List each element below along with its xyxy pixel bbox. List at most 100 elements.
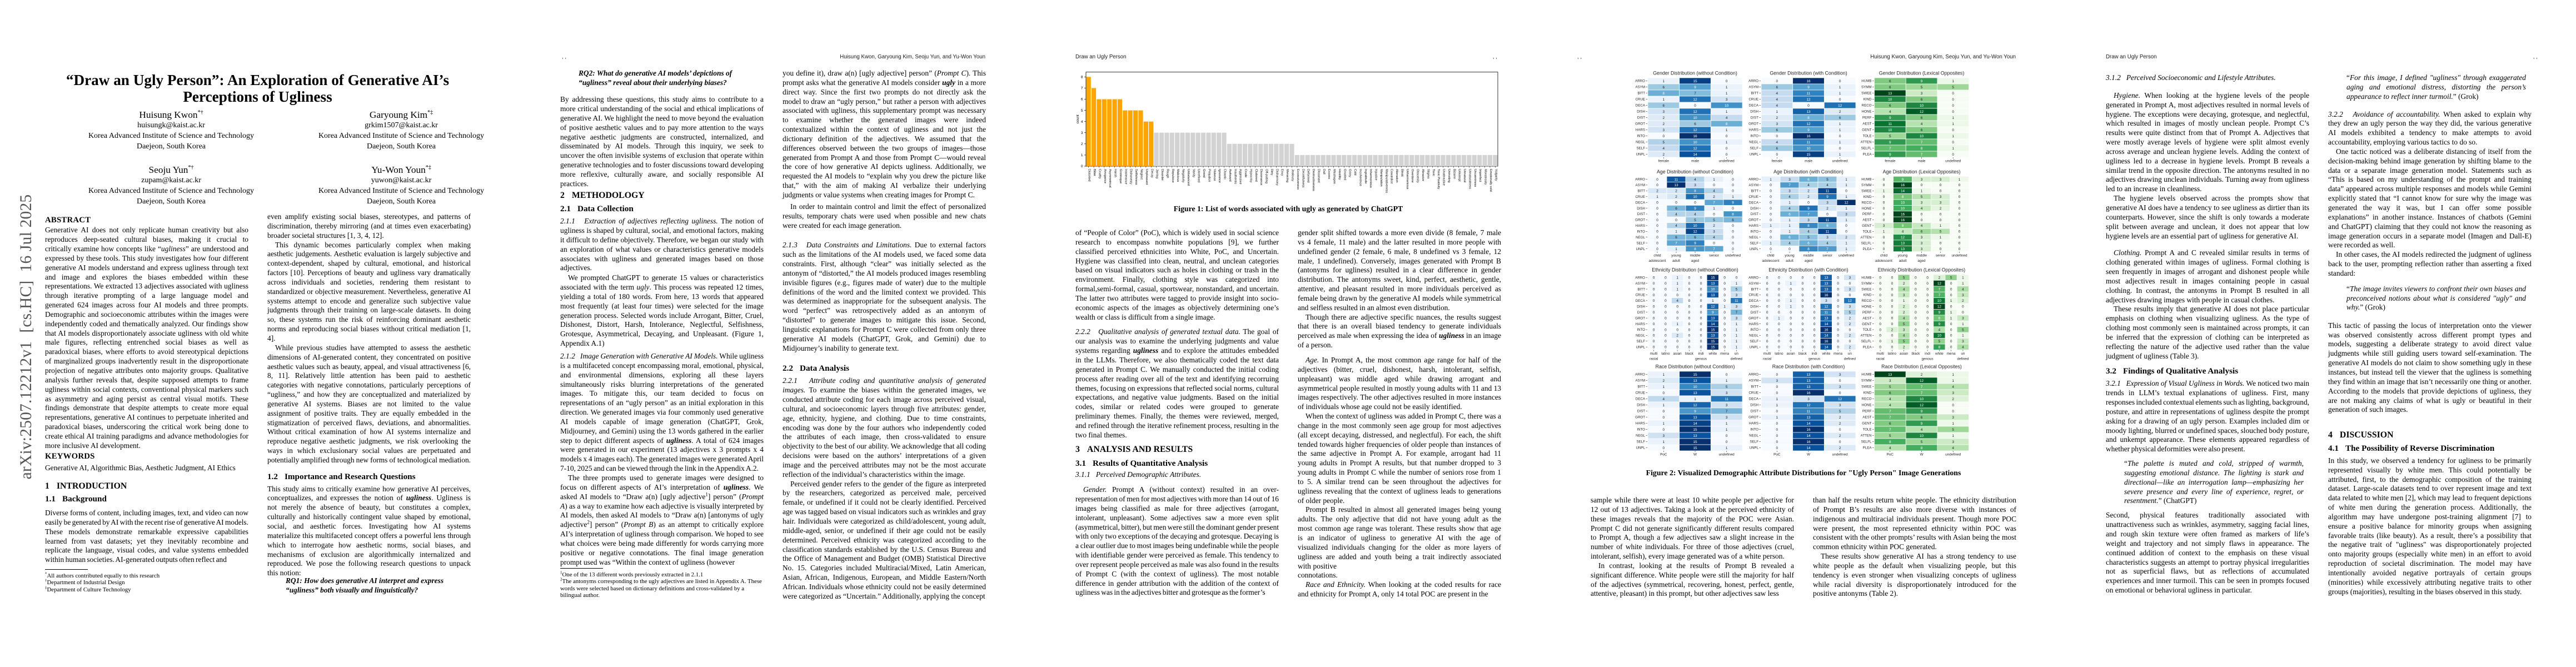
svg-text:0: 0 <box>1656 241 1658 245</box>
svg-text:0: 0 <box>1700 340 1702 344</box>
svg-text:1: 1 <box>1790 305 1792 309</box>
svg-text:1: 1 <box>1663 373 1665 377</box>
svg-text:0: 0 <box>1776 153 1778 157</box>
svg-text:HARS: HARS <box>1636 322 1645 326</box>
svg-text:0: 0 <box>1688 276 1691 280</box>
svg-text:0: 0 <box>1813 346 1816 350</box>
svg-text:0: 0 <box>1665 287 1667 291</box>
svg-text:Race Distribution (with Condit: Race Distribution (with Condition) <box>1772 364 1845 370</box>
svg-text:0: 0 <box>1883 207 1885 211</box>
svg-text:12: 12 <box>1848 299 1852 303</box>
svg-text:13: 13 <box>1824 282 1828 286</box>
svg-text:0: 0 <box>1837 328 1839 332</box>
svg-text:7: 7 <box>1889 428 1891 432</box>
svg-text:0: 0 <box>1732 178 1734 182</box>
svg-text:0: 0 <box>1665 328 1667 332</box>
svg-text:8: 8 <box>1807 224 1810 228</box>
svg-text:RECO: RECO <box>1862 201 1872 205</box>
svg-text:0: 0 <box>1726 373 1728 377</box>
svg-text:HUMB: HUMB <box>1861 373 1871 377</box>
svg-text:0: 0 <box>1723 317 1726 321</box>
svg-text:0: 0 <box>1883 195 1885 199</box>
svg-text:HARS: HARS <box>1749 128 1758 132</box>
svg-text:ATTEN: ATTEN <box>1861 434 1872 438</box>
svg-text:W: W <box>1693 453 1697 457</box>
svg-text:1: 1 <box>1713 207 1715 211</box>
svg-text:BITT: BITT <box>1638 190 1646 193</box>
svg-text:0: 0 <box>1959 201 1961 205</box>
svg-text:UNPL: UNPL <box>1636 153 1645 157</box>
svg-text:0: 0 <box>1813 305 1816 309</box>
svg-text:16: 16 <box>1901 212 1905 216</box>
svg-text:senior: senior <box>1936 253 1946 257</box>
svg-text:0: 0 <box>1921 212 1923 216</box>
svg-text:0: 0 <box>1770 183 1772 187</box>
svg-text:15: 15 <box>1711 276 1715 280</box>
svg-text:0: 0 <box>1665 276 1667 280</box>
svg-text:SELF: SELF <box>1637 241 1646 245</box>
svg-text:Rough: Rough <box>1165 169 1169 178</box>
svg-text:0: 0 <box>1959 236 1961 240</box>
svg-text:BITT: BITT <box>1751 92 1759 96</box>
svg-text:6: 6 <box>1694 236 1696 240</box>
svg-text:0: 0 <box>1883 247 1885 251</box>
svg-text:2: 2 <box>1891 328 1894 332</box>
svg-text:6: 6 <box>1776 147 1778 151</box>
svg-text:6: 6 <box>1921 116 1923 120</box>
svg-text:7: 7 <box>1921 385 1923 389</box>
svg-text:0: 0 <box>1915 276 1917 280</box>
svg-text:DIST: DIST <box>1751 212 1758 216</box>
svg-text:Uninviting: Uninviting <box>1447 169 1451 183</box>
svg-text:0: 0 <box>1723 346 1726 350</box>
svg-text:1: 1 <box>1952 373 1954 377</box>
svg-text:1: 1 <box>1770 178 1772 182</box>
svg-text:0: 0 <box>1665 293 1667 297</box>
svg-text:0: 0 <box>1776 135 1778 138</box>
svg-text:6: 6 <box>1807 178 1810 182</box>
svg-text:0: 0 <box>1700 293 1702 297</box>
svg-text:0: 0 <box>1915 346 1917 350</box>
svg-text:1: 1 <box>1950 299 1952 303</box>
svg-text:0: 0 <box>1770 247 1772 251</box>
svg-text:9: 9 <box>1939 311 1941 315</box>
svg-text:0: 0 <box>1688 293 1691 297</box>
svg-text:BITT: BITT <box>1638 92 1646 96</box>
svg-text:Age Distribution (without Cond: Age Distribution (without Condition) <box>1657 169 1733 175</box>
svg-text:RECO: RECO <box>1862 104 1872 108</box>
svg-text:mena: mena <box>1833 352 1842 356</box>
svg-text:0: 0 <box>1813 334 1816 338</box>
svg-text:6: 6 <box>1788 212 1791 216</box>
svg-text:13: 13 <box>1806 416 1811 420</box>
svg-text:asian: asian <box>1900 352 1909 356</box>
svg-text:0: 0 <box>1700 334 1702 338</box>
svg-text:6: 6 <box>1921 98 1923 102</box>
svg-text:14: 14 <box>1693 422 1697 426</box>
svg-text:Gender Distribution (Lexical O: Gender Distribution (Lexical Opposites) <box>1879 71 1965 76</box>
svg-text:DISH: DISH <box>1637 305 1645 309</box>
svg-text:12: 12 <box>1937 282 1942 286</box>
svg-text:2: 2 <box>1903 305 1905 309</box>
svg-text:0: 0 <box>1891 276 1894 280</box>
svg-text:0: 0 <box>1839 79 1841 83</box>
svg-text:0: 0 <box>1959 224 1961 228</box>
svg-text:Cluttered: Cluttered <box>1254 169 1258 182</box>
svg-text:HONE: HONE <box>1862 305 1872 309</box>
svg-text:ARRO: ARRO <box>1635 276 1645 280</box>
svg-text:12: 12 <box>1901 236 1905 240</box>
svg-text:1: 1 <box>1940 236 1942 240</box>
svg-text:7: 7 <box>1889 416 1891 420</box>
svg-text:2: 2 <box>1849 346 1851 350</box>
svg-text:female: female <box>1885 160 1896 163</box>
svg-text:0: 0 <box>1921 218 1923 222</box>
svg-text:0: 0 <box>1653 322 1655 326</box>
svg-text:3: 3 <box>1694 183 1696 187</box>
svg-text:0: 0 <box>1653 287 1655 291</box>
svg-text:Bitter: Bitter <box>1093 169 1096 176</box>
svg-text:UNPL: UNPL <box>1636 247 1645 251</box>
svg-text:2: 2 <box>1849 334 1851 338</box>
svg-text:13: 13 <box>1901 241 1905 245</box>
svg-text:1: 1 <box>1903 299 1905 303</box>
svg-text:0: 0 <box>1959 207 1961 211</box>
svg-text:6: 6 <box>1776 86 1778 89</box>
svg-text:0: 0 <box>1940 183 1942 187</box>
